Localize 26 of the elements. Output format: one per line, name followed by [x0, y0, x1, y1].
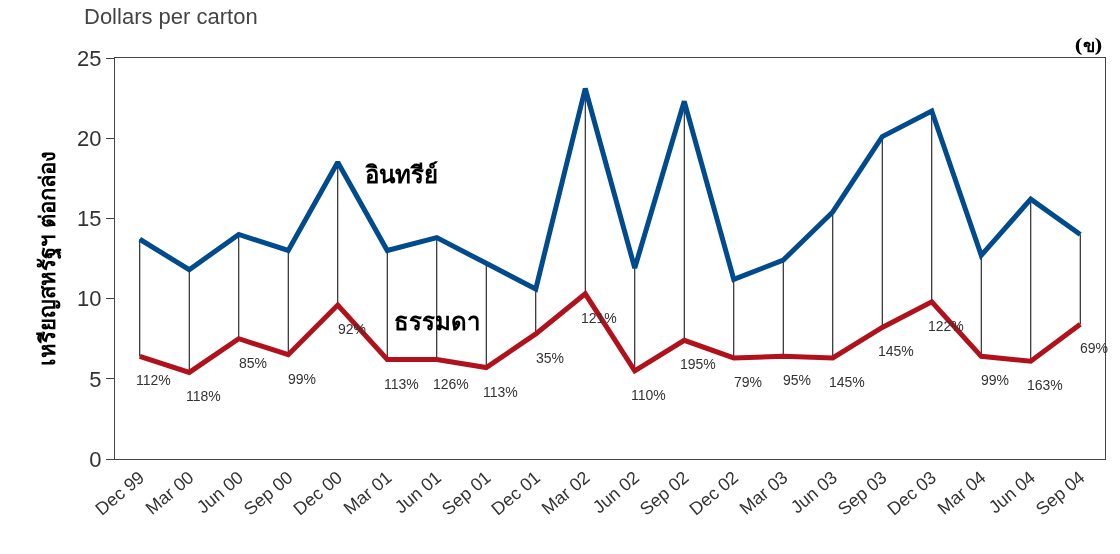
- annotation: 163%: [1027, 377, 1063, 393]
- annotation: 113%: [384, 376, 419, 392]
- annotation: 126%: [433, 376, 469, 392]
- y-tick-label: 20: [77, 125, 102, 151]
- annotation: 79%: [734, 374, 763, 390]
- annotation: 35%: [536, 350, 565, 366]
- annotation: 99%: [981, 372, 1010, 388]
- annotation: 118%: [186, 388, 221, 404]
- series-label: อินทรีย์: [365, 160, 438, 189]
- text: (ข): [1074, 35, 1104, 56]
- annotation: 145%: [878, 343, 914, 359]
- annotation: 145%: [829, 374, 865, 390]
- y-tick-label: 0: [89, 446, 102, 472]
- y-axis-title: เหรียญสหรัฐฯ ต่อกล่อง: [34, 150, 62, 367]
- annotation: 195%: [680, 356, 716, 372]
- y-tick-label: 15: [77, 206, 102, 232]
- annotation: 99%: [288, 371, 317, 387]
- annotation: 110%: [631, 387, 666, 403]
- y-tick-label: 5: [89, 366, 102, 392]
- annotation: 112%: [136, 372, 171, 388]
- y-tick-label: 25: [77, 45, 102, 71]
- chart-title: Dollars per carton: [84, 3, 258, 29]
- annotation: 113%: [483, 384, 518, 400]
- annotation: 85%: [239, 355, 268, 371]
- y-tick-label: 10: [77, 286, 102, 312]
- annotation: 95%: [783, 372, 812, 388]
